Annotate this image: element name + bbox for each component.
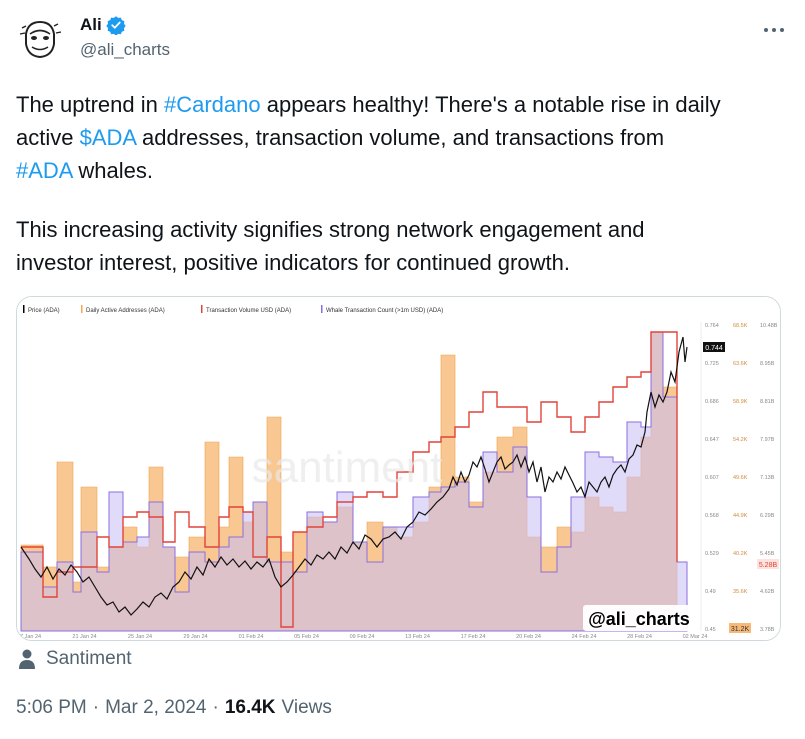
avatar-image-icon <box>16 14 64 62</box>
x-tick-label: 21 Jan 24 <box>72 634 96 640</box>
cashtag-ada-link[interactable]: $ADA <box>79 125 136 150</box>
volume-tick-label: 5.45B <box>760 551 775 557</box>
tweet-line: This increasing activity signifies stron… <box>16 217 645 242</box>
text-span: appears healthy! There's a notable rise … <box>260 92 721 117</box>
address-tick-label: 49.6K <box>733 475 748 481</box>
x-tick-label: 25 Jan 24 <box>128 634 152 640</box>
x-tick-label: 29 Jan 24 <box>183 634 207 640</box>
text-span: whales. <box>72 158 153 183</box>
x-tick-label: 01 Feb 24 <box>239 634 264 640</box>
santiment-chart-image: Price (ADA) Daily Active Addresses (ADA) T… <box>17 297 780 640</box>
x-tick-label: 28 Feb 24 <box>627 634 652 640</box>
legend-swatch <box>321 305 323 313</box>
volume-tick-label: 7.13B <box>760 475 775 481</box>
address-badge-bg <box>729 623 751 633</box>
views-label: Views <box>281 697 332 718</box>
volume-tick-label: 7.97B <box>760 437 775 443</box>
legend-label: Daily Active Addresses (ADA) <box>86 308 165 314</box>
price-tick-label: 0.764 <box>705 323 719 329</box>
tweet-line: investor interest, positive indicators f… <box>16 250 570 275</box>
price-badge: 0.744 <box>705 345 723 352</box>
volume-tick-label: 8.95B <box>760 361 775 367</box>
santiment-watermark: santiment <box>252 443 443 492</box>
text-span: active <box>16 125 80 150</box>
price-axis: 0.764 0.725 0.686 0.647 0.607 0.568 0.529 0.49 0… <box>705 323 719 633</box>
x-tick-label: 02 Mar 24 <box>683 634 708 640</box>
volume-tick-label: 4.62B <box>760 589 775 595</box>
media-source[interactable]: Santiment <box>18 648 132 670</box>
more-options-icon[interactable] <box>763 16 785 39</box>
x-tick-label: 13 Feb 24 <box>405 634 430 640</box>
volume-tick-label: 6.29B <box>760 513 775 519</box>
x-axis: 17 Jan 24 21 Jan 24 25 Jan 24 29 Jan 24 01 F… <box>17 634 707 640</box>
hashtag-ada-link[interactable]: #ADA <box>16 158 73 183</box>
legend-swatch <box>81 305 83 313</box>
x-tick-label: 24 Feb 24 <box>572 634 597 640</box>
x-tick-label: 17 Jan 24 <box>17 634 41 640</box>
volume-tick-label: 3.78B <box>760 627 775 633</box>
tweet-line: #ADA whales. <box>16 154 776 187</box>
verified-badge-icon <box>106 16 126 35</box>
x-tick-label: 05 Feb 24 <box>294 634 319 640</box>
tweet-date[interactable]: Mar 2, 2024 <box>105 697 207 718</box>
author-block: Ali @ali_charts <box>80 14 170 60</box>
address-tick-label: 44.9K <box>733 513 748 519</box>
hashtag-cardano-link[interactable]: #Cardano <box>163 92 261 117</box>
tweet-line: active $ADA addresses, transaction volum… <box>16 121 776 154</box>
price-tick-label: 0.45 <box>705 627 716 633</box>
volume-tick-label: 8.81B <box>760 399 775 405</box>
volume-badge: 5.28B <box>759 562 778 569</box>
price-tick-label: 0.607 <box>705 475 719 481</box>
text-span: addresses, transaction volume, and trans… <box>135 125 665 150</box>
price-tick-label: 0.725 <box>705 361 719 367</box>
chart-area <box>20 331 688 632</box>
source-label[interactable]: Santiment <box>46 648 132 669</box>
legend-label: Price (ADA) <box>28 308 60 314</box>
author-name[interactable]: Ali <box>80 15 102 34</box>
x-tick-label: 20 Feb 24 <box>516 634 541 640</box>
volume-axis: 10.48B 8.95B 8.81B 7.97B 7.13B 6.29B 5.45B 4.62… <box>760 323 778 633</box>
price-tick-label: 0.568 <box>705 513 719 519</box>
avatar[interactable] <box>16 14 64 62</box>
address-tick-label: 58.9K <box>733 399 748 405</box>
author-handle[interactable]: @ali_charts <box>80 40 171 59</box>
x-tick-label: 09 Feb 24 <box>350 634 375 640</box>
legend-swatch <box>201 305 203 313</box>
views-count[interactable]: 16.4K <box>224 697 276 718</box>
x-tick-label: 17 Feb 24 <box>461 634 486 640</box>
price-line <box>20 336 688 616</box>
address-tick-label: 35.6K <box>733 589 748 595</box>
tweet-time[interactable]: 5:06 PM <box>16 697 87 718</box>
legend-swatch <box>23 305 25 313</box>
price-tick-label: 0.647 <box>705 437 719 443</box>
address-badge: 31.2K <box>731 626 750 633</box>
person-icon <box>19 649 35 669</box>
stamp-bg <box>583 605 695 631</box>
price-badge-bg <box>703 342 725 352</box>
transaction-volume-line <box>21 331 678 628</box>
meta-separator: · <box>212 697 219 718</box>
text-span: The uptrend in <box>16 92 164 117</box>
address-tick-label: 63.6K <box>733 361 748 367</box>
address-tick-label: 40.2K <box>733 551 748 557</box>
tweet-text: The uptrend in #Cardano appears healthy!… <box>16 88 776 279</box>
meta-separator: · <box>92 697 100 718</box>
legend-label: Whale Transaction Count (>1m USD) (ADA) <box>326 308 443 314</box>
ali-charts-stamp: @ali_charts <box>588 609 690 629</box>
price-tick-label: 0.686 <box>705 399 719 405</box>
chart-legend: Price (ADA) Daily Active Addresses (ADA) T… <box>23 305 443 314</box>
volume-tick-label: 10.48B <box>760 323 778 329</box>
legend-label: Transaction Volume USD (ADA) <box>206 308 291 314</box>
tweet-meta: 5:06 PM · Mar 2, 2024 · 16.4K Views <box>16 697 332 719</box>
address-tick-label: 54.2K <box>733 437 748 443</box>
tweet-media-image[interactable]: Price (ADA) Daily Active Addresses (ADA) T… <box>16 296 781 641</box>
price-tick-label: 0.529 <box>705 551 719 557</box>
price-tick-label: 0.49 <box>705 589 716 595</box>
address-tick-label: 68.5K <box>733 323 748 329</box>
volume-badge-bg <box>757 559 779 569</box>
tweet-line: The uptrend in #Cardano appears healthy!… <box>16 88 776 121</box>
